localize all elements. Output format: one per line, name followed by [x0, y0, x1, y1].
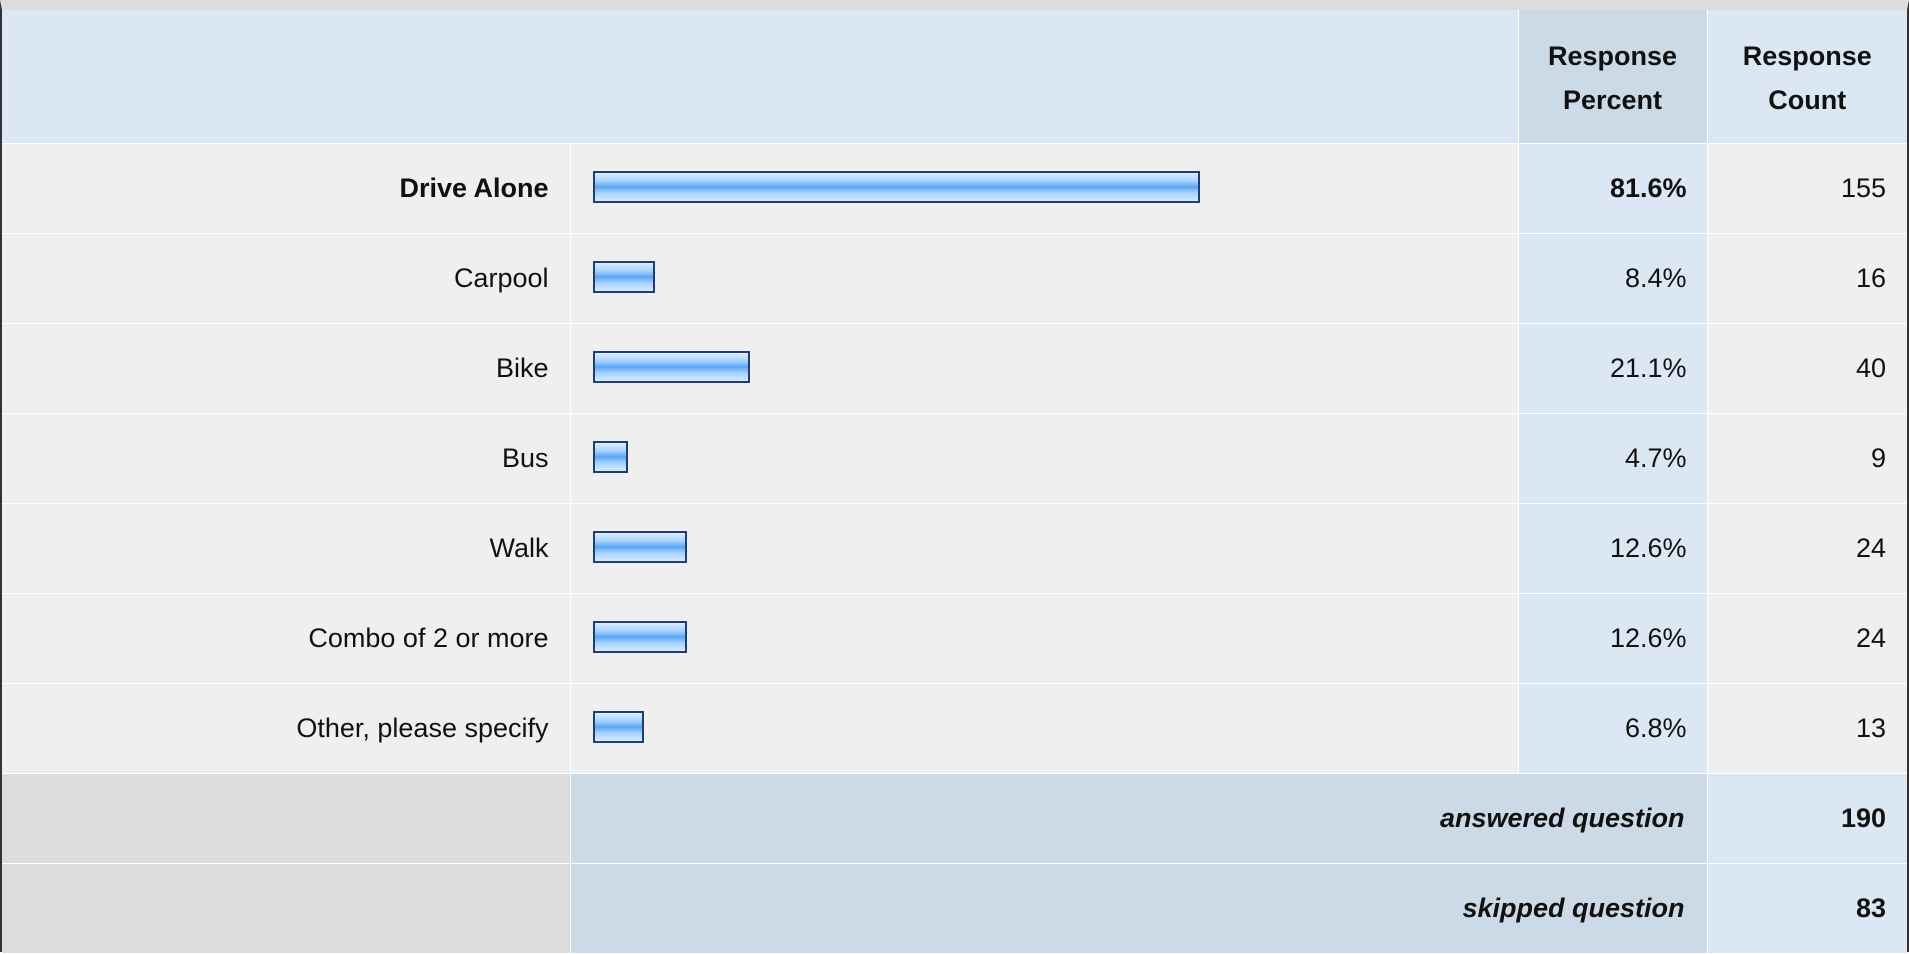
response-percent-value: 6.8% [1518, 683, 1708, 774]
response-count-value: 40 [1707, 323, 1907, 414]
summary-blank-cell [2, 863, 571, 954]
bar-mark [592, 710, 644, 743]
table-row: Carpool 8.4% 16 [2, 233, 1907, 324]
table-row: Bike 21.1% 40 [2, 323, 1907, 414]
response-count-value: 13 [1707, 683, 1907, 774]
response-count-value: 24 [1707, 593, 1907, 684]
header-blank-cell [2, 10, 1519, 144]
bar-cell [570, 233, 1519, 324]
response-percent-value: 4.7% [1518, 413, 1708, 504]
bar-cell [570, 683, 1519, 774]
response-percent-value: 12.6% [1518, 503, 1708, 594]
bar-mark [592, 350, 750, 383]
bar-cell [570, 143, 1519, 234]
response-count-value: 16 [1707, 233, 1907, 324]
response-count-header: Response Count [1707, 10, 1907, 144]
table-row: Drive Alone 81.6% 155 [2, 143, 1907, 234]
category-label: Bus [2, 413, 571, 504]
response-count-value: 155 [1707, 143, 1907, 234]
response-percent-header: Response Percent [1518, 10, 1708, 144]
bar-cell [570, 593, 1519, 684]
summary-blank-cell [2, 773, 571, 864]
response-count-value: 24 [1707, 503, 1907, 594]
table-row: Walk 12.6% 24 [2, 503, 1907, 594]
table-row: Other, please specify 6.8% 13 [2, 683, 1907, 774]
response-count-value: 9 [1707, 413, 1907, 504]
table-header-row: Response Percent Response Count [2, 10, 1907, 144]
bar-cell [570, 323, 1519, 414]
response-percent-value: 81.6% [1518, 143, 1708, 234]
answered-question-label: answered question [570, 773, 1708, 864]
bar-mark [592, 440, 628, 473]
bar-mark [592, 530, 687, 563]
bar-cell [570, 503, 1519, 594]
category-label: Carpool [2, 233, 571, 324]
table-row: Combo of 2 or more 12.6% 24 [2, 593, 1907, 684]
response-percent-value: 12.6% [1518, 593, 1708, 684]
response-percent-value: 21.1% [1518, 323, 1708, 414]
bar-mark [592, 260, 655, 293]
bar-mark [592, 170, 1200, 203]
bar-cell [570, 413, 1519, 504]
category-label: Walk [2, 503, 571, 594]
answered-question-row: answered question 190 [2, 773, 1907, 864]
skipped-question-row: skipped question 83 [2, 863, 1907, 954]
category-label: Bike [2, 323, 571, 414]
response-percent-value: 8.4% [1518, 233, 1708, 324]
category-label: Combo of 2 or more [2, 593, 571, 684]
category-label: Drive Alone [2, 143, 571, 234]
skipped-question-label: skipped question [570, 863, 1708, 954]
survey-results-table: Response Percent Response Count Drive Al… [2, 10, 1907, 954]
table-row: Bus 4.7% 9 [2, 413, 1907, 504]
skipped-question-count: 83 [1707, 863, 1907, 954]
answered-question-count: 190 [1707, 773, 1907, 864]
category-label: Other, please specify [2, 683, 571, 774]
bar-mark [592, 620, 687, 653]
